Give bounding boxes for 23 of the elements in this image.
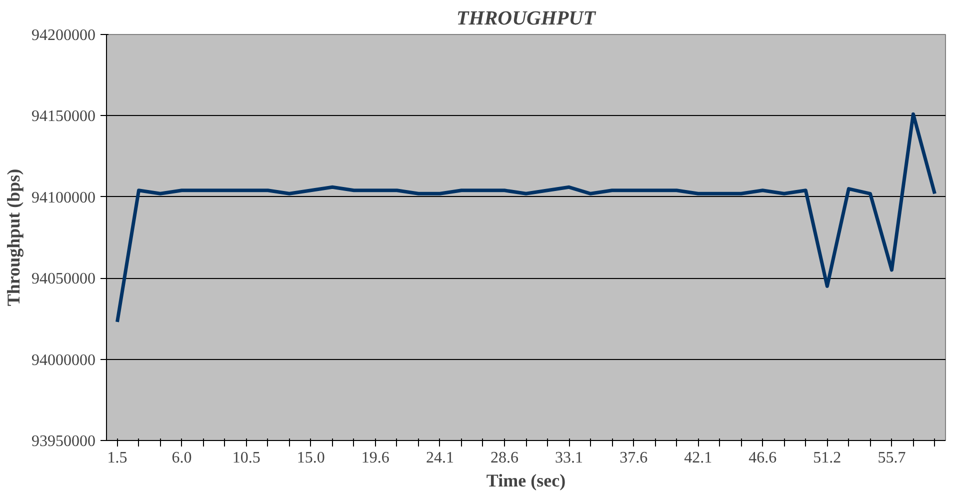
chart-title: THROUGHPUT	[456, 8, 596, 30]
x-tick-label: 37.6	[620, 450, 648, 466]
y-tick-label: 94100000	[32, 189, 96, 206]
y-tick-label: 94200000	[32, 27, 96, 44]
x-tick-label: 1.5	[107, 450, 128, 466]
y-tick-label: 94050000	[32, 270, 96, 288]
y-tick-label: 93950000	[32, 433, 96, 450]
x-tick-label: 24.1	[426, 450, 454, 466]
y-tick-label: 94000000	[32, 352, 96, 369]
x-tick-label: 42.1	[684, 450, 712, 466]
line-series	[116, 112, 936, 324]
x-tick-label: 51.2	[813, 450, 842, 466]
x-axis-title: Time (sec)	[486, 470, 566, 490]
x-tick-label: 55.7	[878, 450, 906, 466]
x-tick-label: 46.6	[748, 450, 777, 466]
x-tick-label: 28.6	[490, 450, 518, 466]
y-axis-title: Throughput (bps)	[4, 168, 24, 306]
x-tick-label: 6.0	[172, 450, 192, 466]
x-tick-label: 15.0	[296, 450, 325, 466]
x-tick-label: 33.1	[555, 450, 584, 466]
x-tick-label: 19.6	[361, 450, 390, 466]
x-tick-label: 10.5	[232, 450, 260, 466]
y-tick-label: 94150000	[32, 108, 96, 126]
